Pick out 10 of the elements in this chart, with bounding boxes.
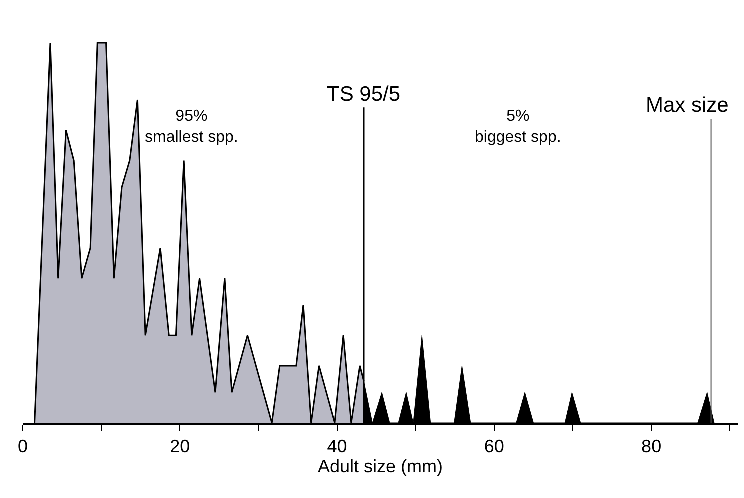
x-tick-label: 60 [484, 436, 504, 456]
ref-line-label: Max size [646, 94, 729, 117]
annotation: 5% biggest spp. [475, 108, 562, 146]
annotation: 95% smallest spp. [145, 108, 238, 146]
x-tick-label: 80 [642, 436, 662, 456]
x-tick-label: 40 [327, 436, 348, 456]
x-axis-title: Adult size (mm) [318, 456, 444, 476]
x-tick-label: 0 [18, 436, 28, 456]
ref-line-label: TS 95/5 [327, 83, 401, 106]
x-tick-label: 20 [170, 436, 190, 456]
